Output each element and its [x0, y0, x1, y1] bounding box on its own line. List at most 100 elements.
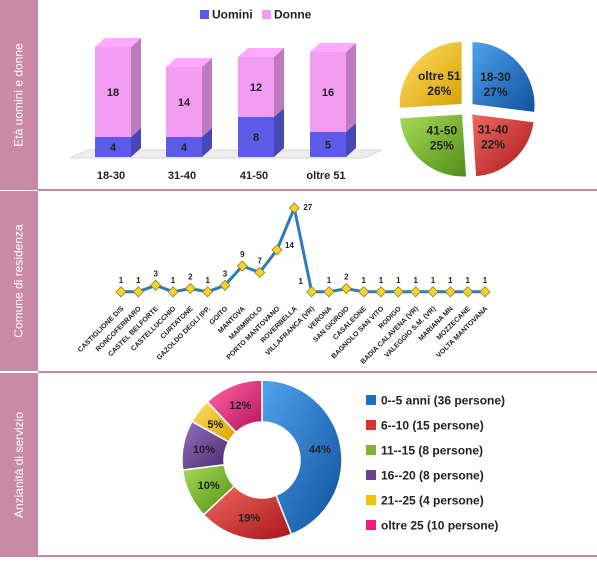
bar-side — [346, 123, 356, 157]
data-label: 1 — [171, 276, 176, 285]
legend-label: 6--10 (15 persone) — [381, 419, 484, 433]
separator — [38, 555, 597, 557]
bar-segment: 18 — [95, 38, 141, 137]
donut-slice-shape — [261, 379, 343, 536]
data-label: 9 — [240, 250, 245, 259]
panel-residence: Comune di residenza 1 CASTIGLIONE D/S 1 RON… — [0, 191, 597, 371]
data-label: 1 — [136, 276, 141, 285]
data-point — [444, 286, 456, 298]
chart-floor — [69, 149, 383, 159]
data-point — [323, 286, 335, 298]
donut-value-label: 5% — [207, 419, 223, 431]
data-point — [150, 279, 162, 291]
data-label: 1 — [396, 276, 401, 285]
bar-value-label: 16 — [322, 87, 334, 99]
donut-value-label: 12% — [229, 400, 251, 412]
bar-top — [95, 38, 141, 47]
bar-value-label: 4 — [181, 142, 188, 154]
bar-side — [131, 38, 141, 137]
bar-value-label: 5 — [325, 140, 331, 152]
pie-slice-shape — [470, 40, 537, 115]
data-point — [462, 286, 474, 298]
bar-side — [202, 128, 212, 157]
data-point — [184, 282, 196, 295]
pie-value-label: 22% — [481, 138, 505, 152]
donut-value-label: 19% — [238, 513, 260, 525]
donut-slice-shape — [206, 379, 263, 434]
bar-front — [166, 137, 202, 157]
bar-value-label: 12 — [250, 82, 262, 94]
legend-label: 16--20 (8 persone) — [381, 469, 484, 483]
data-point — [219, 279, 231, 291]
data-label: 3 — [153, 269, 158, 278]
data-label: 7 — [257, 256, 262, 265]
donut-value-label: 44% — [309, 444, 331, 456]
bar-segment: 12 — [238, 48, 284, 117]
data-point — [167, 286, 179, 298]
pie-value-label: 26% — [427, 84, 451, 98]
bar-segment: 5 — [310, 123, 356, 157]
legend-swatch — [366, 420, 376, 430]
bar-segment: 16 — [310, 43, 356, 132]
series-line — [121, 206, 485, 294]
bar-value-label: 4 — [110, 142, 117, 154]
bar-top — [238, 48, 284, 57]
data-point — [358, 286, 370, 298]
legend-label: 21--25 (4 persone) — [381, 494, 484, 508]
bar-side — [131, 128, 141, 157]
data-label: 1 — [413, 276, 418, 285]
pie-category-label: oltre 51 — [418, 69, 461, 83]
category-label: 31-40 — [168, 170, 196, 182]
legend-swatch — [366, 395, 376, 405]
legend-label: Donne — [274, 8, 312, 22]
legend-swatch — [262, 10, 271, 19]
bar-front — [166, 67, 202, 137]
data-point — [392, 286, 404, 298]
data-label: 1 — [119, 276, 124, 285]
donut-legend: 0--5 anni (36 persone) 6--10 (15 persone)… — [366, 394, 505, 533]
bar-front — [310, 52, 346, 132]
data-point — [306, 286, 318, 298]
pie-slice-shape — [397, 39, 464, 110]
donut-value-label: 10% — [193, 444, 215, 456]
pie-slice-shape — [398, 112, 469, 179]
data-label: 2 — [188, 273, 193, 282]
data-label: 1 — [431, 276, 436, 285]
data-label: 1 — [205, 276, 210, 285]
pie-category-label: 31-40 — [478, 123, 509, 137]
pie-category-label: 18-30 — [480, 70, 511, 84]
bar-front — [95, 137, 131, 157]
data-label: 1 — [448, 276, 453, 285]
bar-value-label: 18 — [107, 87, 119, 99]
legend-swatch — [366, 520, 376, 530]
data-label: 27 — [303, 203, 312, 212]
sidebar-residence: Comune di residenza — [0, 191, 38, 371]
pie-value-label: 25% — [430, 139, 454, 153]
pie-slice-shape — [470, 112, 536, 179]
bar-front — [310, 132, 346, 157]
data-point — [202, 286, 214, 298]
pie-category-label: 41-50 — [427, 124, 458, 138]
bar-front — [238, 57, 274, 117]
bar-value-label: 14 — [178, 97, 191, 109]
legend-swatch — [366, 495, 376, 505]
legend-label: 11--15 (8 persone) — [381, 444, 483, 458]
bar-side — [274, 108, 284, 157]
category-label: 41-50 — [240, 170, 268, 182]
age-charts: Uomini Donne 4 18 18-30 4 14 31-40 8 12 41-50 5 16 ol… — [69, 8, 537, 182]
legend-swatch — [200, 10, 209, 19]
bar-front — [95, 47, 131, 137]
donut-slice: 44% — [261, 379, 343, 536]
data-label: 1 — [298, 277, 303, 286]
bar-top — [310, 43, 356, 52]
bar-segment: 4 — [166, 128, 212, 157]
data-point — [236, 260, 248, 272]
data-label: 2 — [344, 273, 349, 282]
donut-value-label: 10% — [198, 480, 220, 492]
data-label: 1 — [327, 276, 332, 285]
data-label: 1 — [361, 276, 366, 285]
data-point — [479, 286, 491, 298]
data-label: 14 — [285, 241, 294, 250]
